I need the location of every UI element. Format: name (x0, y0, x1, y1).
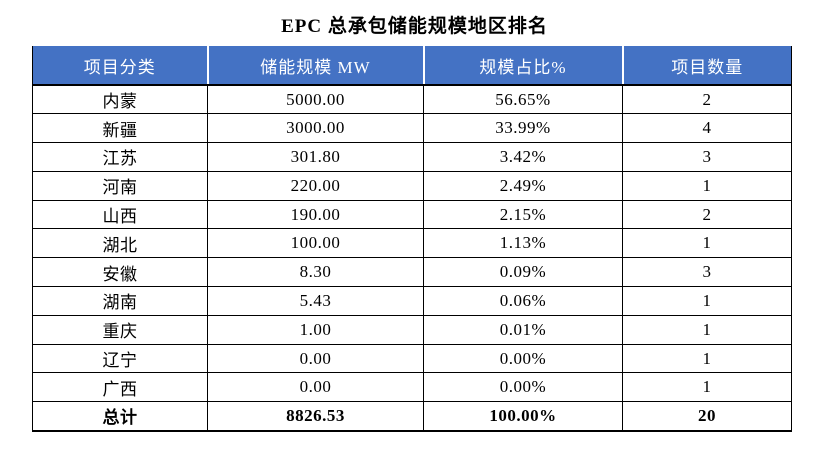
share-cell: 3.42% (423, 142, 623, 172)
header-cell-project-count: 项目数量 (622, 46, 792, 86)
share-cell: 0.09% (423, 257, 623, 288)
region-cell: 湖北 (32, 228, 208, 259)
share-cell: 1.13% (423, 228, 623, 259)
table-row: 江苏 301.80 3.42% 3 (32, 142, 792, 172)
count-cell: 1 (622, 372, 792, 403)
count-cell: 1 (622, 228, 792, 259)
table-row: 广西 0.00 0.00% 1 (32, 372, 792, 403)
region-cell: 湖南 (32, 286, 208, 316)
count-cell: 1 (622, 286, 792, 316)
share-cell: 56.65% (423, 84, 623, 115)
header-cell-capacity-mw: 储能规模 MW (207, 46, 425, 86)
region-cell: 山西 (32, 199, 208, 230)
table-row: 山西 190.00 2.15% 2 (32, 199, 792, 230)
region-cell: 安徽 (32, 257, 208, 288)
capacity-cell: 3000.00 (207, 113, 424, 144)
count-cell: 3 (622, 142, 792, 172)
header-cell-share-percent: 规模占比% (423, 46, 624, 86)
capacity-cell: 301.80 (207, 142, 424, 172)
region-cell: 辽宁 (32, 343, 208, 374)
count-cell: 3 (622, 257, 792, 288)
table-row: 重庆 1.00 0.01% 1 (32, 314, 792, 345)
total-share-cell: 100.00% (423, 401, 623, 432)
table-row: 湖北 100.00 1.13% 1 (32, 228, 792, 259)
capacity-cell: 190.00 (207, 199, 424, 230)
table-row: 新疆 3000.00 33.99% 4 (32, 113, 792, 144)
table-row: 湖南 5.43 0.06% 1 (32, 286, 792, 316)
capacity-cell: 5000.00 (207, 84, 424, 115)
capacity-cell: 1.00 (207, 314, 424, 345)
count-cell: 1 (622, 343, 792, 374)
region-cell: 河南 (32, 170, 208, 201)
total-count-cell: 20 (622, 401, 792, 432)
share-cell: 0.06% (423, 286, 623, 316)
share-cell: 0.00% (423, 372, 623, 403)
table-header-row: 项目分类 储能规模 MW 规模占比% 项目数量 (32, 46, 792, 86)
count-cell: 2 (622, 84, 792, 115)
region-cell: 新疆 (32, 113, 208, 144)
capacity-cell: 8.30 (207, 257, 424, 288)
table-row: 辽宁 0.00 0.00% 1 (32, 343, 792, 374)
region-ranking-table: 项目分类 储能规模 MW 规模占比% 项目数量 内蒙 5000.00 56.65… (32, 46, 792, 432)
capacity-cell: 5.43 (207, 286, 424, 316)
share-cell: 33.99% (423, 113, 623, 144)
count-cell: 2 (622, 199, 792, 230)
table-row: 内蒙 5000.00 56.65% 2 (32, 84, 792, 115)
capacity-cell: 0.00 (207, 343, 424, 374)
region-cell: 重庆 (32, 314, 208, 345)
header-cell-category: 项目分类 (32, 46, 209, 86)
share-cell: 2.15% (423, 199, 623, 230)
total-label-cell: 总计 (32, 401, 208, 432)
total-capacity-cell: 8826.53 (207, 401, 424, 432)
count-cell: 1 (622, 170, 792, 201)
count-cell: 1 (622, 314, 792, 345)
capacity-cell: 220.00 (207, 170, 424, 201)
share-cell: 0.01% (423, 314, 623, 345)
region-cell: 内蒙 (32, 84, 208, 115)
table-row: 河南 220.00 2.49% 1 (32, 170, 792, 201)
count-cell: 4 (622, 113, 792, 144)
share-cell: 0.00% (423, 343, 623, 374)
page-title: EPC 总承包储能规模地区排名 (281, 16, 548, 37)
share-cell: 2.49% (423, 170, 623, 201)
capacity-cell: 100.00 (207, 228, 424, 259)
table-row: 安徽 8.30 0.09% 3 (32, 257, 792, 288)
table-total-row: 总计 8826.53 100.00% 20 (32, 401, 792, 432)
region-cell: 江苏 (32, 142, 208, 172)
region-cell: 广西 (32, 372, 208, 403)
capacity-cell: 0.00 (207, 372, 424, 403)
